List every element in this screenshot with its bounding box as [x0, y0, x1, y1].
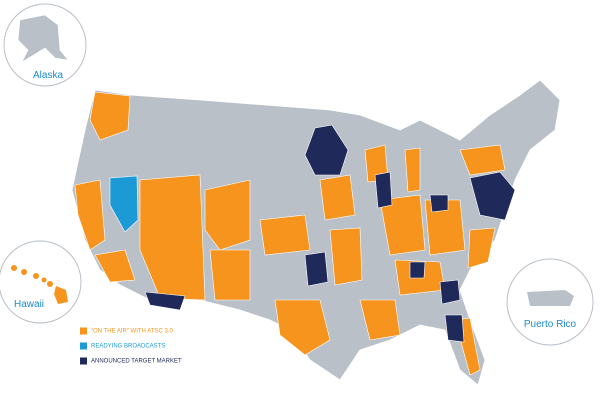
- legend-label: READYING BROADCASTS: [91, 344, 165, 350]
- market-region: [204, 179, 251, 251]
- legend-label: “ON THE AIR” WITH ATSC 3.0: [91, 329, 173, 335]
- market-region: [144, 291, 186, 311]
- market-region: [74, 179, 106, 251]
- market-region: [359, 299, 401, 341]
- market-region: [94, 249, 136, 283]
- market-region: [109, 175, 139, 233]
- market-region: [304, 251, 329, 287]
- inset-circle: [0, 240, 82, 324]
- inset-label: Puerto Rico: [524, 319, 577, 330]
- puerto-rico-shape: [527, 290, 574, 306]
- alaska-shape: [17, 14, 69, 63]
- market-region: [439, 279, 461, 305]
- market-region: [424, 199, 466, 256]
- legend: “ON THE AIR” WITH ATSC 3.0 READYING BROAD…: [80, 327, 182, 365]
- legend-swatch: [80, 327, 87, 335]
- inset-label: Alaska: [33, 70, 63, 81]
- market-regions: [74, 91, 516, 376]
- legend-swatch: [80, 357, 87, 365]
- market-region: [319, 174, 356, 221]
- market-region: [259, 214, 311, 256]
- market-region: [89, 91, 131, 141]
- legend-label: ANNOUNCED TARGET MARKET: [91, 359, 182, 365]
- market-region: [274, 299, 331, 356]
- market-region: [329, 227, 363, 286]
- market-region: [429, 194, 449, 213]
- market-region: [209, 249, 251, 301]
- market-region: [374, 171, 393, 209]
- inset-label: Hawaii: [14, 299, 44, 310]
- market-region: [409, 261, 426, 279]
- hawaii-shape: [11, 265, 68, 304]
- market-region: [304, 124, 349, 176]
- market-region: [459, 144, 506, 176]
- market-region: [404, 147, 421, 193]
- market-region: [444, 314, 465, 343]
- market-region: [467, 227, 496, 269]
- legend-swatch: [80, 342, 87, 350]
- market-region: [469, 171, 516, 221]
- market-region: [379, 194, 426, 256]
